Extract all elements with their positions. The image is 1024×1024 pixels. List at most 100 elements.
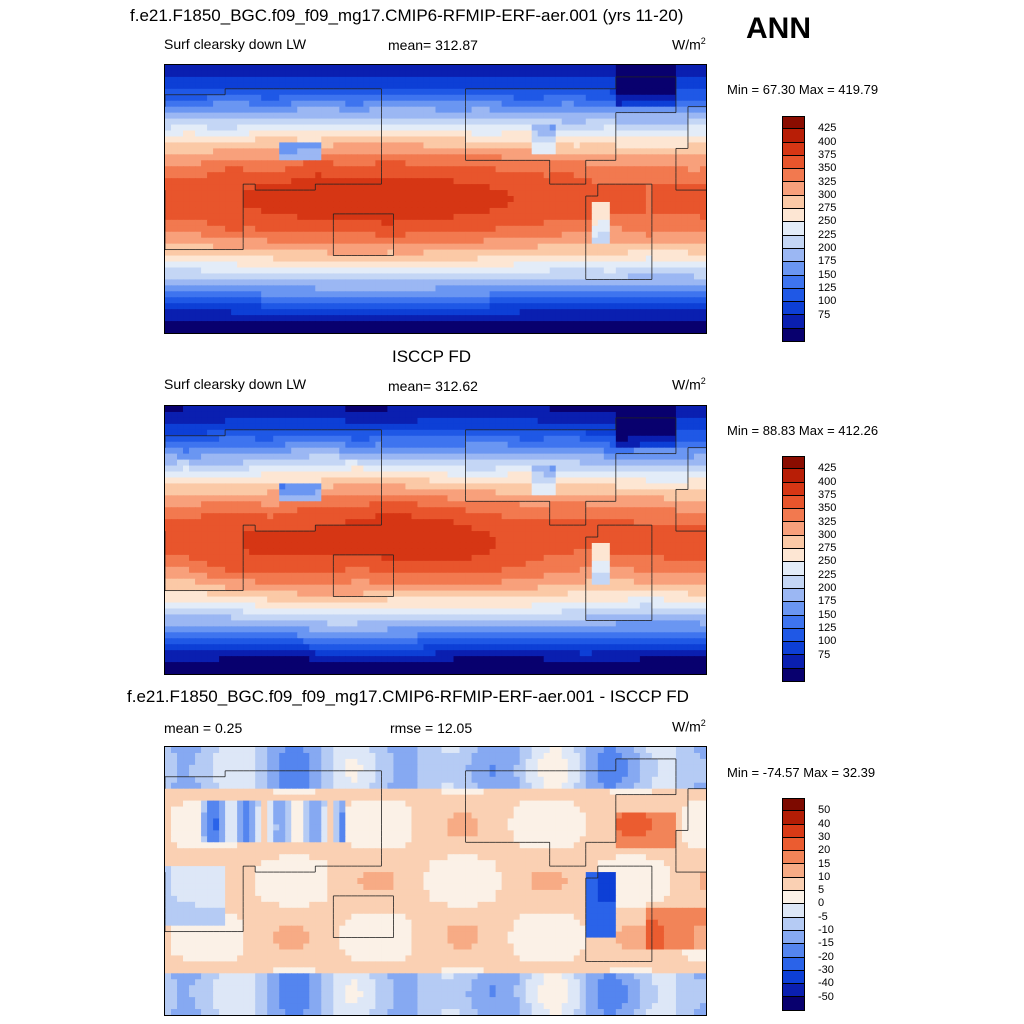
field-cell — [453, 225, 461, 233]
field-cell — [357, 423, 364, 431]
field-cell — [543, 429, 551, 437]
field-cell — [567, 225, 575, 233]
field-cell — [213, 429, 220, 437]
field-cell — [621, 136, 629, 144]
field-cell — [285, 70, 292, 78]
field-cell — [303, 70, 310, 78]
field-cell — [177, 76, 184, 84]
field-cell — [189, 100, 196, 108]
field-cell — [441, 178, 449, 185]
field-cell — [381, 315, 389, 322]
field-cell — [423, 154, 431, 161]
field-cell — [573, 154, 581, 161]
field-cell — [663, 435, 671, 443]
field-cell — [663, 88, 671, 96]
field-cell — [609, 142, 617, 149]
field-cell — [189, 213, 196, 221]
field-cell — [435, 219, 443, 227]
field-cell — [663, 190, 671, 197]
field-cell — [393, 255, 401, 263]
field-cell — [375, 273, 382, 280]
field-cell — [165, 327, 172, 333]
field-cell — [645, 213, 653, 221]
field-cell — [519, 154, 527, 161]
field-cell — [255, 429, 262, 437]
field-cell — [375, 225, 382, 233]
field-cell — [321, 124, 328, 132]
field-cell — [561, 172, 569, 179]
field-cell — [249, 249, 256, 257]
field-cell — [699, 255, 706, 263]
field-cell — [201, 441, 208, 449]
field-cell — [417, 321, 425, 328]
field-cell — [201, 106, 208, 114]
field-cell — [363, 100, 370, 108]
field-cell — [687, 106, 695, 114]
field-cell — [597, 297, 605, 304]
field-cell — [345, 184, 352, 191]
field-cell — [315, 231, 322, 239]
field-cell — [651, 261, 659, 269]
field-cell — [585, 273, 593, 280]
field-cell — [645, 411, 653, 419]
field-cell — [693, 406, 701, 413]
field-cell — [375, 285, 382, 292]
field-cell — [489, 160, 497, 167]
field-cell — [537, 130, 545, 138]
field-cell — [459, 237, 467, 245]
field-cell — [561, 231, 569, 239]
field-cell — [315, 435, 322, 443]
field-cell — [327, 267, 334, 275]
field-cell — [267, 148, 274, 155]
field-cell — [237, 166, 244, 173]
field-cell — [417, 243, 425, 251]
field-cell — [345, 76, 352, 84]
field-cell — [285, 196, 292, 203]
field-cell — [579, 136, 587, 144]
field-cell — [441, 303, 449, 310]
field-cell — [393, 65, 401, 72]
field-cell — [369, 225, 376, 233]
field-cell — [573, 184, 581, 191]
field-cell — [567, 213, 575, 221]
field-cell — [207, 148, 214, 155]
field-cell — [171, 160, 178, 167]
field-cell — [507, 321, 515, 328]
field-cell — [435, 154, 443, 161]
field-cell — [627, 285, 635, 292]
field-cell — [597, 106, 605, 114]
field-cell — [423, 249, 431, 257]
field-cell — [471, 160, 479, 167]
field-cell — [411, 225, 419, 233]
field-cell — [315, 142, 322, 149]
colorbar-tick-label: 225 — [818, 228, 837, 241]
field-cell — [399, 315, 407, 322]
field-cell — [309, 291, 316, 298]
field-cell — [267, 297, 274, 304]
field-cell — [165, 429, 172, 437]
field-cell — [507, 249, 515, 257]
field-cell — [441, 225, 449, 233]
field-cell — [435, 321, 443, 328]
field-cell — [405, 267, 413, 275]
field-cell — [399, 297, 407, 304]
field-cell — [651, 225, 659, 233]
field-cell — [465, 196, 473, 203]
field-cell — [357, 76, 364, 84]
field-cell — [537, 190, 545, 197]
field-cell — [669, 190, 677, 197]
field-cell — [567, 65, 575, 72]
field-cell — [339, 285, 346, 292]
field-cell — [687, 70, 695, 78]
field-cell — [387, 190, 395, 197]
field-cell — [249, 118, 256, 126]
field-cell — [591, 237, 599, 245]
field-cell — [423, 243, 431, 251]
field-cell — [459, 65, 467, 72]
field-cell — [231, 201, 238, 209]
field-cell — [321, 315, 328, 322]
field-cell — [375, 213, 382, 221]
field-cell — [441, 243, 449, 251]
field-cell — [297, 441, 304, 449]
field-cell — [441, 327, 449, 333]
